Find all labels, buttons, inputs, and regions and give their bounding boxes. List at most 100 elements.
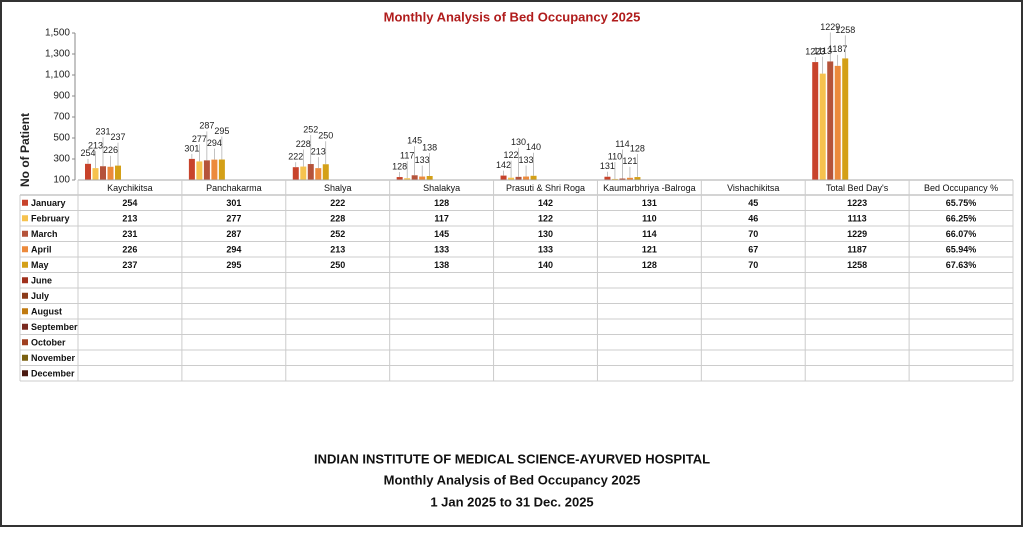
bar (92, 168, 99, 180)
legend-swatch (22, 370, 28, 377)
bar (85, 163, 91, 180)
data-label: 121 (622, 156, 637, 166)
bar (292, 167, 299, 180)
table-cell: 237 (122, 260, 137, 270)
x-tick-label: Shalakya (423, 183, 460, 193)
table-cell: 122 (538, 214, 553, 224)
footer-line: Monthly Analysis of Bed Occupancy 2025 (384, 472, 641, 487)
data-label: 254 (80, 148, 95, 158)
data-label: 1187 (828, 44, 847, 54)
x-tick-label: Prasuti & Shri Roga (506, 183, 585, 193)
y-tick-label: 1,300 (45, 49, 70, 60)
table-cell: 46 (748, 214, 758, 224)
legend-swatch (22, 339, 28, 346)
bar (812, 62, 819, 180)
data-label: 122 (504, 150, 519, 160)
data-label: 128 (392, 161, 407, 171)
table-cell: 65.94% (946, 245, 977, 255)
bar (188, 158, 195, 180)
data-label: 1258 (835, 25, 855, 35)
bar (634, 177, 641, 180)
table-cell: 65.75% (946, 198, 977, 208)
data-label: 110 (608, 151, 622, 161)
data-label: 222 (288, 152, 303, 162)
y-tick-label: 1,500 (45, 28, 70, 39)
y-tick-label: 1,100 (45, 70, 70, 81)
data-label: 1223 (805, 46, 825, 56)
bar (604, 176, 611, 180)
table-cell: 213 (122, 214, 137, 224)
legend-label: March (31, 229, 58, 239)
legend-swatch (22, 199, 28, 206)
legend-label: January (31, 198, 66, 208)
legend-swatch (22, 230, 28, 237)
y-tick-label: 500 (53, 133, 70, 144)
y-tick-label: 300 (53, 154, 70, 165)
data-label: 287 (199, 121, 214, 131)
table-cell: 66.07% (946, 229, 977, 239)
data-label: 213 (311, 147, 326, 157)
table-cell: 252 (330, 229, 345, 239)
footer-line: 1 Jan 2025 to 31 Dec. 2025 (430, 494, 593, 509)
data-label: 213 (88, 141, 103, 151)
table-cell: 1229 (847, 229, 867, 239)
bar (426, 176, 433, 180)
table-cell: 231 (122, 229, 137, 239)
legend-swatch (22, 246, 28, 253)
table-cell: 66.25% (946, 214, 977, 224)
data-label: 145 (407, 136, 422, 146)
table-cell: 70 (748, 260, 758, 270)
x-tick-label: Shalya (324, 183, 352, 193)
table-cell: 117 (434, 214, 449, 224)
table-cell: 110 (642, 214, 657, 224)
table-cell: 133 (538, 245, 553, 255)
bar (515, 176, 522, 180)
legend-swatch (22, 354, 28, 361)
legend-swatch (22, 277, 28, 284)
data-label: 295 (214, 126, 229, 136)
bar (218, 159, 225, 180)
data-label: 252 (303, 124, 318, 134)
footer-line: INDIAN INSTITUTE OF MEDICAL SCIENCE-AYUR… (314, 451, 710, 466)
table-cell: 67 (748, 245, 758, 255)
data-label: 1229 (820, 22, 840, 32)
legend-swatch (22, 215, 28, 222)
bar (300, 166, 307, 180)
data-label: 140 (526, 142, 541, 152)
plot-area (85, 58, 849, 180)
legend-label: February (31, 214, 70, 224)
table-cell: 138 (434, 260, 449, 270)
legend-swatch (22, 308, 28, 315)
data-label: 294 (207, 138, 222, 148)
legend-label: December (31, 369, 75, 379)
x-tick-label: Vishachikitsa (727, 183, 779, 193)
data-label: 250 (318, 131, 333, 141)
bar (107, 166, 114, 180)
bar (404, 178, 411, 180)
data-label: 1113 (813, 46, 832, 56)
data-label: 128 (630, 143, 645, 153)
legend-swatch (22, 261, 28, 268)
x-tick-label: Total Bed Day's (826, 183, 889, 193)
table-cell: 1113 (848, 214, 867, 224)
table-cell: 128 (642, 260, 657, 270)
data-label: 237 (110, 132, 125, 142)
data-label: 133 (415, 155, 430, 165)
x-tick-label: Bed Occupancy % (924, 183, 998, 193)
x-tick-label: Panchakarma (206, 183, 262, 193)
legend-label: May (31, 260, 49, 270)
bar (834, 65, 841, 180)
table-cell: 294 (226, 245, 241, 255)
bar (196, 161, 203, 180)
table-cell: 128 (434, 198, 449, 208)
bar (115, 165, 121, 180)
legend-label: April (31, 245, 52, 255)
bar (819, 73, 826, 180)
table-cell: 250 (330, 260, 345, 270)
legend-label: November (31, 353, 76, 363)
table-cell: 277 (226, 214, 241, 224)
bar (619, 178, 626, 180)
bar (396, 177, 403, 180)
table-cell: 145 (434, 229, 449, 239)
legend-label: June (31, 276, 52, 286)
